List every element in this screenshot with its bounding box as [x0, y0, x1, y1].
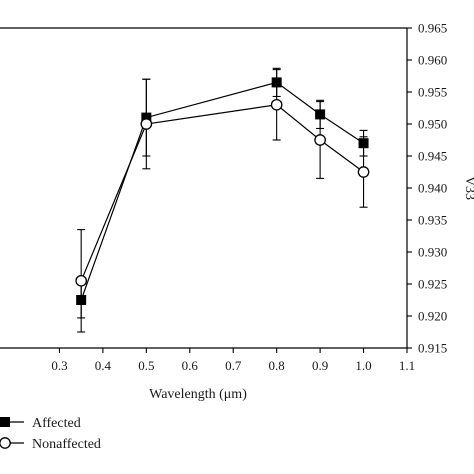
legend-item-nonaffected: Nonaffected [0, 437, 101, 452]
legend-label: Nonaffected [32, 437, 101, 452]
y-tick-label: 0.955 [418, 85, 447, 100]
legend-label: Affected [32, 416, 81, 431]
x-tick-label: 0.7 [225, 358, 242, 373]
y-tick-label: 0.965 [418, 21, 447, 36]
legend: Affected Nonaffected [0, 416, 101, 452]
y-tick-label: 0.940 [418, 181, 447, 196]
y-tick-label: 0.950 [418, 117, 447, 132]
series [75, 67, 370, 333]
series-nonaffected [75, 69, 370, 333]
legend-item-affected: Affected [0, 416, 81, 431]
data-point-circle [270, 98, 283, 111]
y-tick-label: 0.935 [418, 213, 447, 228]
data-point-circle [75, 274, 88, 287]
x-tick-label: 0.9 [312, 358, 328, 373]
x-tick-label: 0.6 [182, 358, 199, 373]
y-tick-label: 0.915 [418, 341, 447, 356]
y-tick-label: 0.925 [418, 277, 447, 292]
series-affected [76, 67, 369, 319]
data-point-circle [357, 166, 370, 178]
x-axis-title: Wavelength (μm) [149, 387, 247, 402]
x-tick-label: 0.8 [269, 358, 285, 373]
y-axis-title: V33 [462, 176, 474, 200]
data-point-circle [140, 118, 153, 130]
y-tick-label: 0.930 [418, 245, 447, 260]
x-tick-label: 1.0 [355, 358, 371, 373]
x-tick-label: 0.5 [138, 358, 154, 373]
legend-marker-square [0, 417, 10, 427]
y-tick-label: 0.960 [418, 53, 447, 68]
series-line [80, 104, 364, 282]
data-point-circle [314, 134, 326, 146]
y-tick-label: 0.945 [418, 149, 447, 164]
y-axis-ticks: 0.915 0.920 0.925 0.930 0.935 0.940 0.945 0.950… [407, 21, 447, 356]
y-tick-label: 0.920 [418, 309, 447, 324]
x-tick-label: 1.1 [399, 358, 415, 373]
legend-marker-circle [0, 437, 11, 449]
axes [0, 27, 408, 349]
x-tick-label: 0.3 [51, 358, 67, 373]
x-axis-ticks: 0.3 0.4 0.5 0.6 0.7 0.8 0.9 1.0 1.1 [51, 348, 415, 373]
x-tick-label: 0.4 [95, 358, 112, 373]
